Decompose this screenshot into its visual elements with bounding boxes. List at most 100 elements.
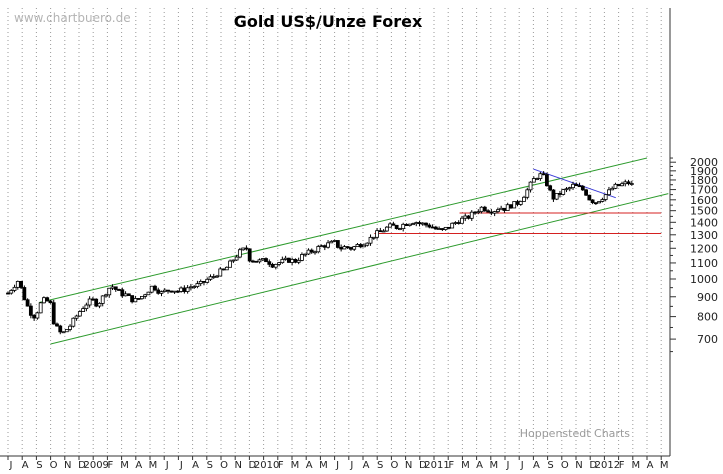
candle-body (303, 253, 308, 256)
candle-body (143, 294, 148, 297)
candle-body (509, 204, 513, 209)
y-tick-label: 1800 (690, 174, 718, 187)
x-tick-label: D (249, 460, 257, 470)
candle-body (166, 289, 170, 292)
candle-body (600, 199, 605, 202)
candle-body (616, 183, 621, 187)
candle-body (482, 206, 487, 212)
candle-body (104, 294, 108, 297)
candle-body (221, 268, 226, 271)
chart-title: Gold US$/Unze Forex (234, 12, 423, 31)
candle-body (208, 276, 213, 280)
y-tick-label: 800 (697, 311, 718, 324)
candle-body (192, 286, 197, 288)
candle-body (558, 193, 562, 195)
candle-body (218, 268, 223, 277)
candle-body (489, 211, 494, 214)
candle-body (231, 259, 236, 262)
y-tick-label: 1100 (690, 257, 718, 270)
x-tick-label: S (36, 460, 42, 470)
candle-body (87, 298, 92, 306)
candle-body (463, 215, 468, 219)
candle-body (528, 181, 533, 191)
candle-body (368, 236, 373, 244)
candle-body (398, 228, 402, 230)
candle-body (45, 297, 50, 302)
candle-body (404, 223, 409, 226)
x-tick-label: A (135, 460, 142, 470)
y-tick-label: 2000 (690, 156, 718, 169)
candle-body (518, 201, 523, 205)
candle-body (68, 325, 72, 330)
candle-body (571, 183, 575, 189)
candle-body (55, 323, 59, 327)
candle-body (564, 188, 569, 191)
x-tick-label: M (120, 460, 129, 470)
candle-body (597, 201, 602, 204)
x-tick-label: J (9, 460, 13, 470)
candle-body (202, 280, 206, 283)
candle-body (414, 222, 419, 225)
candle-body (525, 189, 530, 198)
candle-body (156, 289, 161, 294)
candle-body (391, 223, 396, 226)
candle-body (613, 183, 618, 189)
x-tick-label: F (108, 460, 114, 470)
candle-body (371, 236, 376, 239)
candle-body (610, 187, 615, 191)
candle-body (293, 258, 298, 263)
candle-body (460, 217, 464, 224)
candle-body (486, 210, 491, 213)
candle-body (567, 187, 572, 190)
candle-body (188, 286, 193, 289)
candle-body (433, 226, 438, 230)
candle-body (620, 183, 624, 187)
candle-body (91, 298, 95, 301)
x-tick-label: A (192, 460, 199, 470)
candle-body (110, 286, 115, 289)
x-tick-label: F (619, 460, 625, 470)
candle-body (544, 174, 549, 187)
candle-body (548, 185, 553, 191)
candle-body (502, 207, 507, 211)
candle-body (77, 311, 82, 317)
x-tick-label: M (291, 460, 300, 470)
candle-body (355, 244, 360, 248)
candle-body (407, 223, 412, 226)
candle-body (335, 240, 340, 248)
x-tick-label: M (461, 460, 470, 470)
candle-body (381, 230, 386, 233)
y-tick-label: 700 (697, 333, 718, 346)
candle-body (48, 300, 53, 304)
candle-body (352, 246, 357, 250)
x-tick-label: 2012 (595, 460, 620, 470)
candle-body (580, 185, 585, 191)
candle-body (522, 196, 526, 202)
candle-body (159, 291, 164, 294)
y-tick-label: 1900 (690, 165, 718, 178)
y-tick-label: 1400 (690, 216, 718, 229)
x-tick-label: S (547, 460, 553, 470)
candle-body (117, 289, 121, 291)
x-tick-label: N (405, 460, 412, 470)
candle-body (273, 263, 278, 268)
candle-body (626, 181, 631, 185)
candle-body (58, 325, 63, 333)
candle-body (237, 249, 242, 258)
y-tick-label: 1000 (690, 273, 718, 286)
candle-body (61, 331, 66, 334)
y-tick-label: 1600 (690, 194, 718, 207)
x-tick-label: 2010 (254, 460, 279, 470)
x-tick-label: D (78, 460, 86, 470)
x-tick-label: A (533, 460, 540, 470)
candle-body (326, 242, 330, 248)
candle-body (538, 173, 543, 179)
x-tick-label: M (631, 460, 640, 470)
x-tick-label: J (335, 460, 339, 470)
candle-body (107, 287, 112, 296)
candle-body (228, 260, 232, 268)
candle-body (342, 246, 347, 250)
